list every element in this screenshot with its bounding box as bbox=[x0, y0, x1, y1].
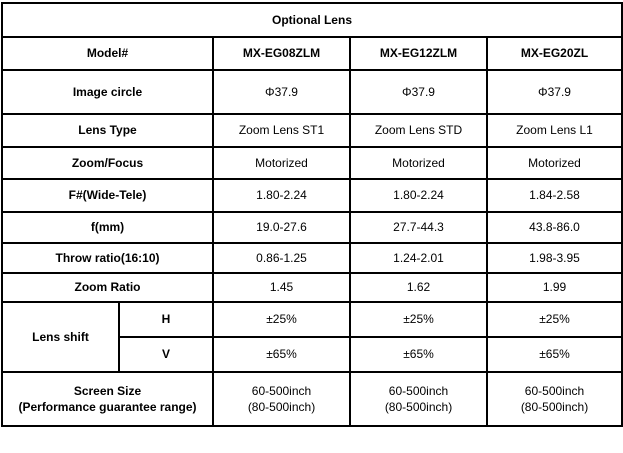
row-label-zoom-ratio: Zoom Ratio bbox=[1, 272, 214, 303]
table-row: Lens Type Zoom Lens ST1 Zoom Lens STD Zo… bbox=[1, 113, 623, 148]
screen-size-value-2-line1: 60-500inch bbox=[388, 383, 449, 398]
fnumber-value-3: 1.84-2.58 bbox=[486, 178, 623, 213]
row-label-focal-length: f(mm) bbox=[1, 211, 214, 244]
lens-shift-v-value-2: ±65% bbox=[349, 336, 488, 373]
screen-size-value-1: 60-500inch (80-500inch) bbox=[212, 371, 351, 427]
focal-length-value-3: 43.8-86.0 bbox=[486, 211, 623, 244]
image-circle-value-2: Φ37.9 bbox=[349, 69, 488, 115]
screen-size-value-2-line2: (80-500inch) bbox=[384, 400, 453, 414]
screen-size-value-3: 60-500inch (80-500inch) bbox=[486, 371, 623, 427]
table-title: Optional Lens bbox=[1, 2, 623, 38]
lens-shift-v-label: V bbox=[118, 336, 214, 373]
lens-type-value-3: Zoom Lens L1 bbox=[486, 113, 623, 148]
optional-lens-table: Optional Lens Model# MX-EG08ZLM MX-EG12Z… bbox=[1, 2, 623, 427]
screen-size-label-line1: Screen Size bbox=[73, 383, 142, 398]
zoom-focus-value-1: Motorized bbox=[212, 146, 351, 180]
lens-shift-h-value-3: ±25% bbox=[486, 301, 623, 338]
screen-size-label-line2: (Performance guarantee range) bbox=[18, 400, 197, 414]
table-row: Zoom Ratio 1.45 1.62 1.99 bbox=[1, 272, 623, 303]
screen-size-value-2: 60-500inch (80-500inch) bbox=[349, 371, 488, 427]
row-label-lens-shift: Lens shift bbox=[1, 301, 120, 373]
table-row: F#(Wide-Tele) 1.80-2.24 1.80-2.24 1.84-2… bbox=[1, 178, 623, 213]
table-row: Model# MX-EG08ZLM MX-EG12ZLM MX-EG20ZL bbox=[1, 36, 623, 71]
model-name-1: MX-EG08ZLM bbox=[212, 36, 351, 71]
zoom-ratio-value-1: 1.45 bbox=[212, 272, 351, 303]
screen-size-value-3-line2: (80-500inch) bbox=[520, 400, 589, 414]
table-row: f(mm) 19.0-27.6 27.7-44.3 43.8-86.0 bbox=[1, 211, 623, 244]
lens-type-value-2: Zoom Lens STD bbox=[349, 113, 488, 148]
table-row: Image circle Φ37.9 Φ37.9 Φ37.9 bbox=[1, 69, 623, 115]
zoom-ratio-value-2: 1.62 bbox=[349, 272, 488, 303]
throw-ratio-value-2: 1.24-2.01 bbox=[349, 242, 488, 274]
lens-shift-h-value-2: ±25% bbox=[349, 301, 488, 338]
table-row: Throw ratio(16:10) 0.86-1.25 1.24-2.01 1… bbox=[1, 242, 623, 274]
focal-length-value-1: 19.0-27.6 bbox=[212, 211, 351, 244]
screen-size-value-3-line1: 60-500inch bbox=[524, 383, 585, 398]
image-circle-value-3: Φ37.9 bbox=[486, 69, 623, 115]
screen-size-value-1-line1: 60-500inch bbox=[251, 383, 312, 398]
throw-ratio-value-1: 0.86-1.25 bbox=[212, 242, 351, 274]
title-row: Optional Lens bbox=[1, 2, 623, 38]
lens-shift-v-value-1: ±65% bbox=[212, 336, 351, 373]
row-label-zoom-focus: Zoom/Focus bbox=[1, 146, 214, 180]
model-name-2: MX-EG12ZLM bbox=[349, 36, 488, 71]
zoom-ratio-value-3: 1.99 bbox=[486, 272, 623, 303]
row-label-model: Model# bbox=[1, 36, 214, 71]
zoom-focus-value-2: Motorized bbox=[349, 146, 488, 180]
lens-type-value-1: Zoom Lens ST1 bbox=[212, 113, 351, 148]
model-name-3: MX-EG20ZL bbox=[486, 36, 623, 71]
image-circle-value-1: Φ37.9 bbox=[212, 69, 351, 115]
screen-size-value-1-line2: (80-500inch) bbox=[247, 400, 316, 414]
row-label-fnumber: F#(Wide-Tele) bbox=[1, 178, 214, 213]
lens-shift-h-label: H bbox=[118, 301, 214, 338]
row-label-throw-ratio: Throw ratio(16:10) bbox=[1, 242, 214, 274]
fnumber-value-2: 1.80-2.24 bbox=[349, 178, 488, 213]
table-row: V ±65% ±65% ±65% bbox=[2, 336, 623, 373]
fnumber-value-1: 1.80-2.24 bbox=[212, 178, 351, 213]
lens-shift-v-value-3: ±65% bbox=[486, 336, 623, 373]
table-row: Screen Size (Performance guarantee range… bbox=[1, 371, 623, 427]
row-label-image-circle: Image circle bbox=[1, 69, 214, 115]
throw-ratio-value-3: 1.98-3.95 bbox=[486, 242, 623, 274]
zoom-focus-value-3: Motorized bbox=[486, 146, 623, 180]
table-row: Zoom/Focus Motorized Motorized Motorized bbox=[1, 146, 623, 180]
table-row: Lens shift H ±25% ±25% ±25% bbox=[1, 301, 623, 373]
focal-length-value-2: 27.7-44.3 bbox=[349, 211, 488, 244]
row-label-lens-type: Lens Type bbox=[1, 113, 214, 148]
lens-shift-h-value-1: ±25% bbox=[212, 301, 351, 338]
row-label-screen-size: Screen Size (Performance guarantee range… bbox=[1, 371, 214, 427]
